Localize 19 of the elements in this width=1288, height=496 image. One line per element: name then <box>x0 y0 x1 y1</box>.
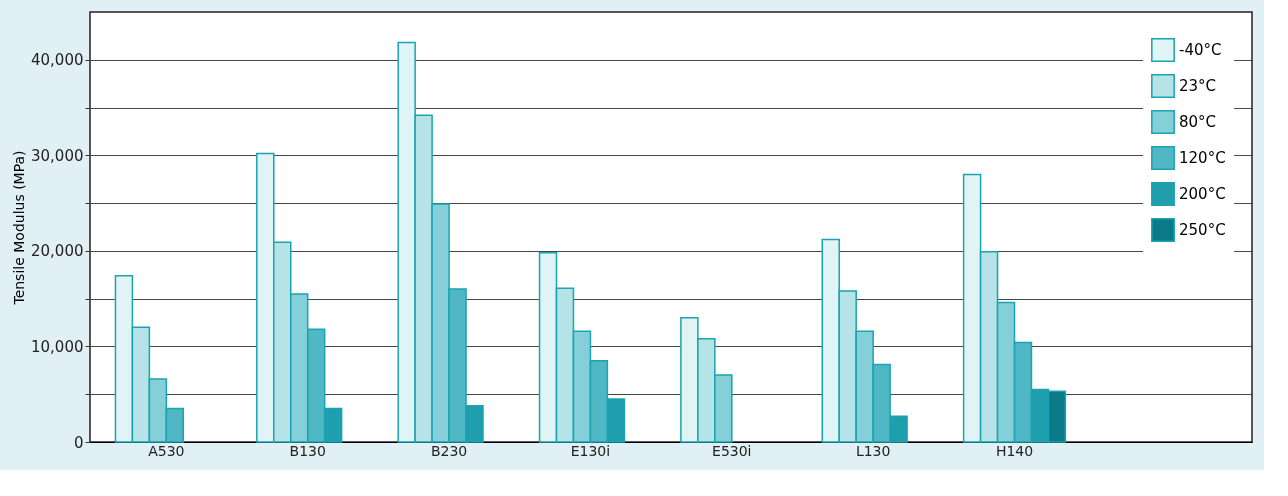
y-tick-label: 30,000 <box>31 146 84 165</box>
y-axis-title: Tensile Modulus (MPa) <box>11 150 28 306</box>
y-tick-label: 20,000 <box>31 242 84 261</box>
legend-label: 120°C <box>1179 149 1226 167</box>
x-tick-label: E530i <box>712 442 752 459</box>
legend-label: 80°C <box>1179 113 1217 131</box>
x-tick-label: B130 <box>289 442 326 459</box>
y-tick-label: 10,000 <box>31 337 84 356</box>
x-tick-label: L130 <box>855 442 891 459</box>
legend-label: 23°C <box>1179 77 1217 95</box>
y-tick-label: 0 <box>73 433 84 452</box>
x-tick-label: E130i <box>570 442 611 459</box>
y-tick-label: 40,000 <box>31 51 84 70</box>
legend-label: 250°C <box>1179 221 1226 239</box>
x-tick-label: B230 <box>430 442 468 459</box>
legend-label: 200°C <box>1179 185 1226 203</box>
x-tick-label: A530 <box>148 442 185 459</box>
legend-label: -40°C <box>1179 41 1222 59</box>
x-tick-label: H140 <box>995 442 1034 459</box>
